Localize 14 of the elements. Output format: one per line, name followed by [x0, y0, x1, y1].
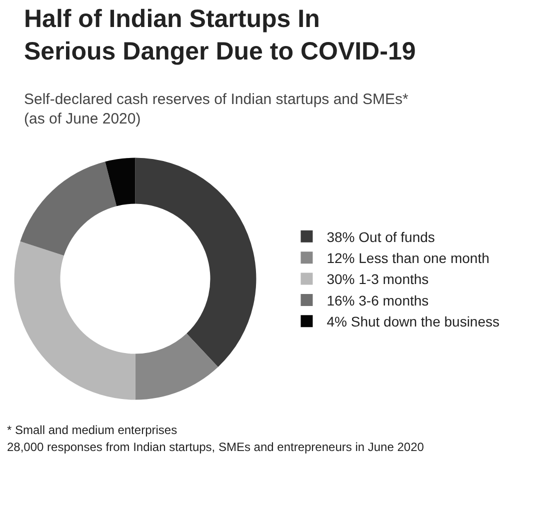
text: 28,000 responses from Indian startups, SMEs and entrepreneurs in June 2020 [7, 440, 424, 454]
donut-slice [14, 241, 136, 400]
legend-label: 16% 3-6 months [326, 292, 429, 308]
text: * Small and medium enterprises [7, 423, 178, 437]
legend-label: 30% 1-3 months [326, 271, 429, 288]
legend-label: 12% Less than one month [326, 250, 490, 266]
donut-slice [135, 158, 256, 367]
donut-slice [135, 333, 218, 400]
chart-title: Half of Indian Startups In Serious Danger Due to COVID-19 [24, 5, 416, 66]
chart-subtitle: Self-declared cash reserves of Indian startups and SMEs* (as of June 2020) [24, 91, 409, 128]
legend-label: 4% Shut down the business [326, 314, 500, 330]
legend-label: 38% Out of funds [326, 228, 435, 245]
donut-slice [20, 162, 117, 256]
donut-slice [105, 158, 136, 206]
